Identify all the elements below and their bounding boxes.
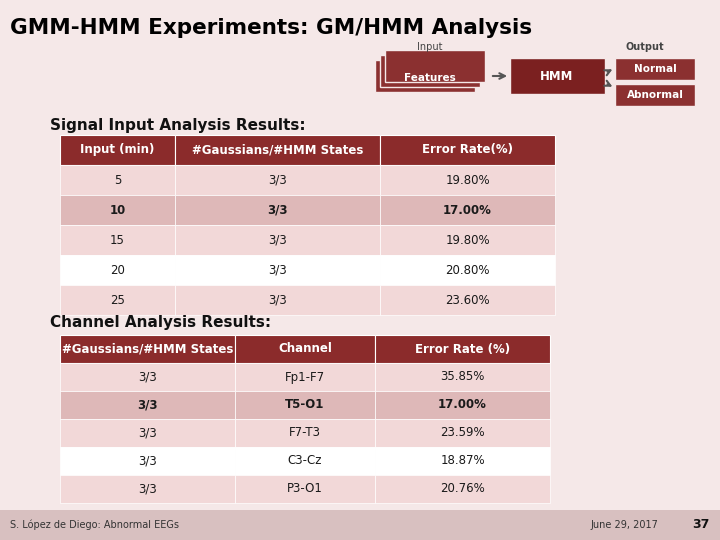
Bar <box>60 419 235 447</box>
Text: 20: 20 <box>110 264 125 276</box>
Text: 37: 37 <box>693 518 710 531</box>
Text: 3/3: 3/3 <box>138 427 157 440</box>
Bar <box>375 335 550 363</box>
Text: Output: Output <box>626 42 665 52</box>
Bar <box>60 447 235 475</box>
Text: Error Rate(%): Error Rate(%) <box>422 144 513 157</box>
Text: T5-O1: T5-O1 <box>285 399 325 411</box>
Text: 3/3: 3/3 <box>268 173 287 186</box>
Text: GMM-HMM Experiments: GM/HMM Analysis: GMM-HMM Experiments: GM/HMM Analysis <box>10 18 532 38</box>
Text: Abnormal: Abnormal <box>626 90 683 100</box>
Text: 18.87%: 18.87% <box>440 455 485 468</box>
Bar <box>60 363 235 391</box>
Bar <box>235 335 375 363</box>
Bar <box>235 419 375 447</box>
FancyBboxPatch shape <box>615 58 695 80</box>
Bar <box>60 475 235 503</box>
Bar <box>60 335 235 363</box>
Text: 3/3: 3/3 <box>268 294 287 307</box>
Text: #Gaussians/#HMM States: #Gaussians/#HMM States <box>192 144 363 157</box>
Text: 3/3: 3/3 <box>268 264 287 276</box>
Text: 19.80%: 19.80% <box>445 233 490 246</box>
Bar <box>375 475 550 503</box>
Bar <box>375 419 550 447</box>
Bar <box>235 391 375 419</box>
Bar <box>60 225 175 255</box>
Text: 15: 15 <box>110 233 125 246</box>
Text: 10: 10 <box>109 204 125 217</box>
Text: 5: 5 <box>114 173 121 186</box>
Text: C3-Cz: C3-Cz <box>288 455 323 468</box>
Text: P3-O1: P3-O1 <box>287 483 323 496</box>
Text: Signal Input Analysis Results:: Signal Input Analysis Results: <box>50 118 305 133</box>
Bar <box>380 195 555 225</box>
Text: 20.76%: 20.76% <box>440 483 485 496</box>
Text: S. López de Diego: Abnormal EEGs: S. López de Diego: Abnormal EEGs <box>10 519 179 530</box>
Text: Input: Input <box>418 42 443 52</box>
Text: Channel Analysis Results:: Channel Analysis Results: <box>50 315 271 330</box>
Bar <box>60 195 175 225</box>
FancyBboxPatch shape <box>385 50 485 82</box>
Bar <box>175 225 380 255</box>
Bar <box>60 285 175 315</box>
Text: 23.60%: 23.60% <box>445 294 490 307</box>
Text: 35.85%: 35.85% <box>441 370 485 383</box>
Text: #Gaussians/#HMM States: #Gaussians/#HMM States <box>62 342 233 355</box>
Bar <box>380 165 555 195</box>
Text: 3/3: 3/3 <box>268 233 287 246</box>
Bar <box>235 363 375 391</box>
Text: Channel: Channel <box>278 342 332 355</box>
Bar <box>380 135 555 165</box>
Text: 23.59%: 23.59% <box>440 427 485 440</box>
Bar <box>175 255 380 285</box>
Bar <box>60 391 235 419</box>
Bar <box>60 165 175 195</box>
Bar <box>0 510 720 540</box>
Bar <box>375 363 550 391</box>
Bar <box>380 255 555 285</box>
Text: 3/3: 3/3 <box>138 455 157 468</box>
Bar <box>175 285 380 315</box>
FancyBboxPatch shape <box>380 55 480 87</box>
Text: 3/3: 3/3 <box>267 204 288 217</box>
Bar <box>375 391 550 419</box>
Bar <box>380 285 555 315</box>
Text: 25: 25 <box>110 294 125 307</box>
Text: Fp1-F7: Fp1-F7 <box>285 370 325 383</box>
Bar <box>175 135 380 165</box>
Bar <box>375 447 550 475</box>
Bar <box>175 195 380 225</box>
FancyBboxPatch shape <box>510 58 605 94</box>
Text: Normal: Normal <box>634 64 676 74</box>
Text: 19.80%: 19.80% <box>445 173 490 186</box>
Text: Error Rate (%): Error Rate (%) <box>415 342 510 355</box>
Text: 20.80%: 20.80% <box>445 264 490 276</box>
Text: 17.00%: 17.00% <box>438 399 487 411</box>
Bar <box>175 165 380 195</box>
Text: 3/3: 3/3 <box>138 370 157 383</box>
Bar <box>380 225 555 255</box>
Bar <box>235 475 375 503</box>
FancyBboxPatch shape <box>615 84 695 106</box>
Text: F7-T3: F7-T3 <box>289 427 321 440</box>
Text: 3/3: 3/3 <box>138 399 158 411</box>
Text: June 29, 2017: June 29, 2017 <box>590 520 658 530</box>
FancyBboxPatch shape <box>375 60 475 92</box>
Text: HMM: HMM <box>540 70 574 83</box>
Bar <box>235 447 375 475</box>
Text: 3/3: 3/3 <box>138 483 157 496</box>
Text: Input (min): Input (min) <box>81 144 155 157</box>
Text: Features: Features <box>404 73 456 83</box>
Text: 17.00%: 17.00% <box>443 204 492 217</box>
Bar <box>60 135 175 165</box>
Bar <box>60 255 175 285</box>
